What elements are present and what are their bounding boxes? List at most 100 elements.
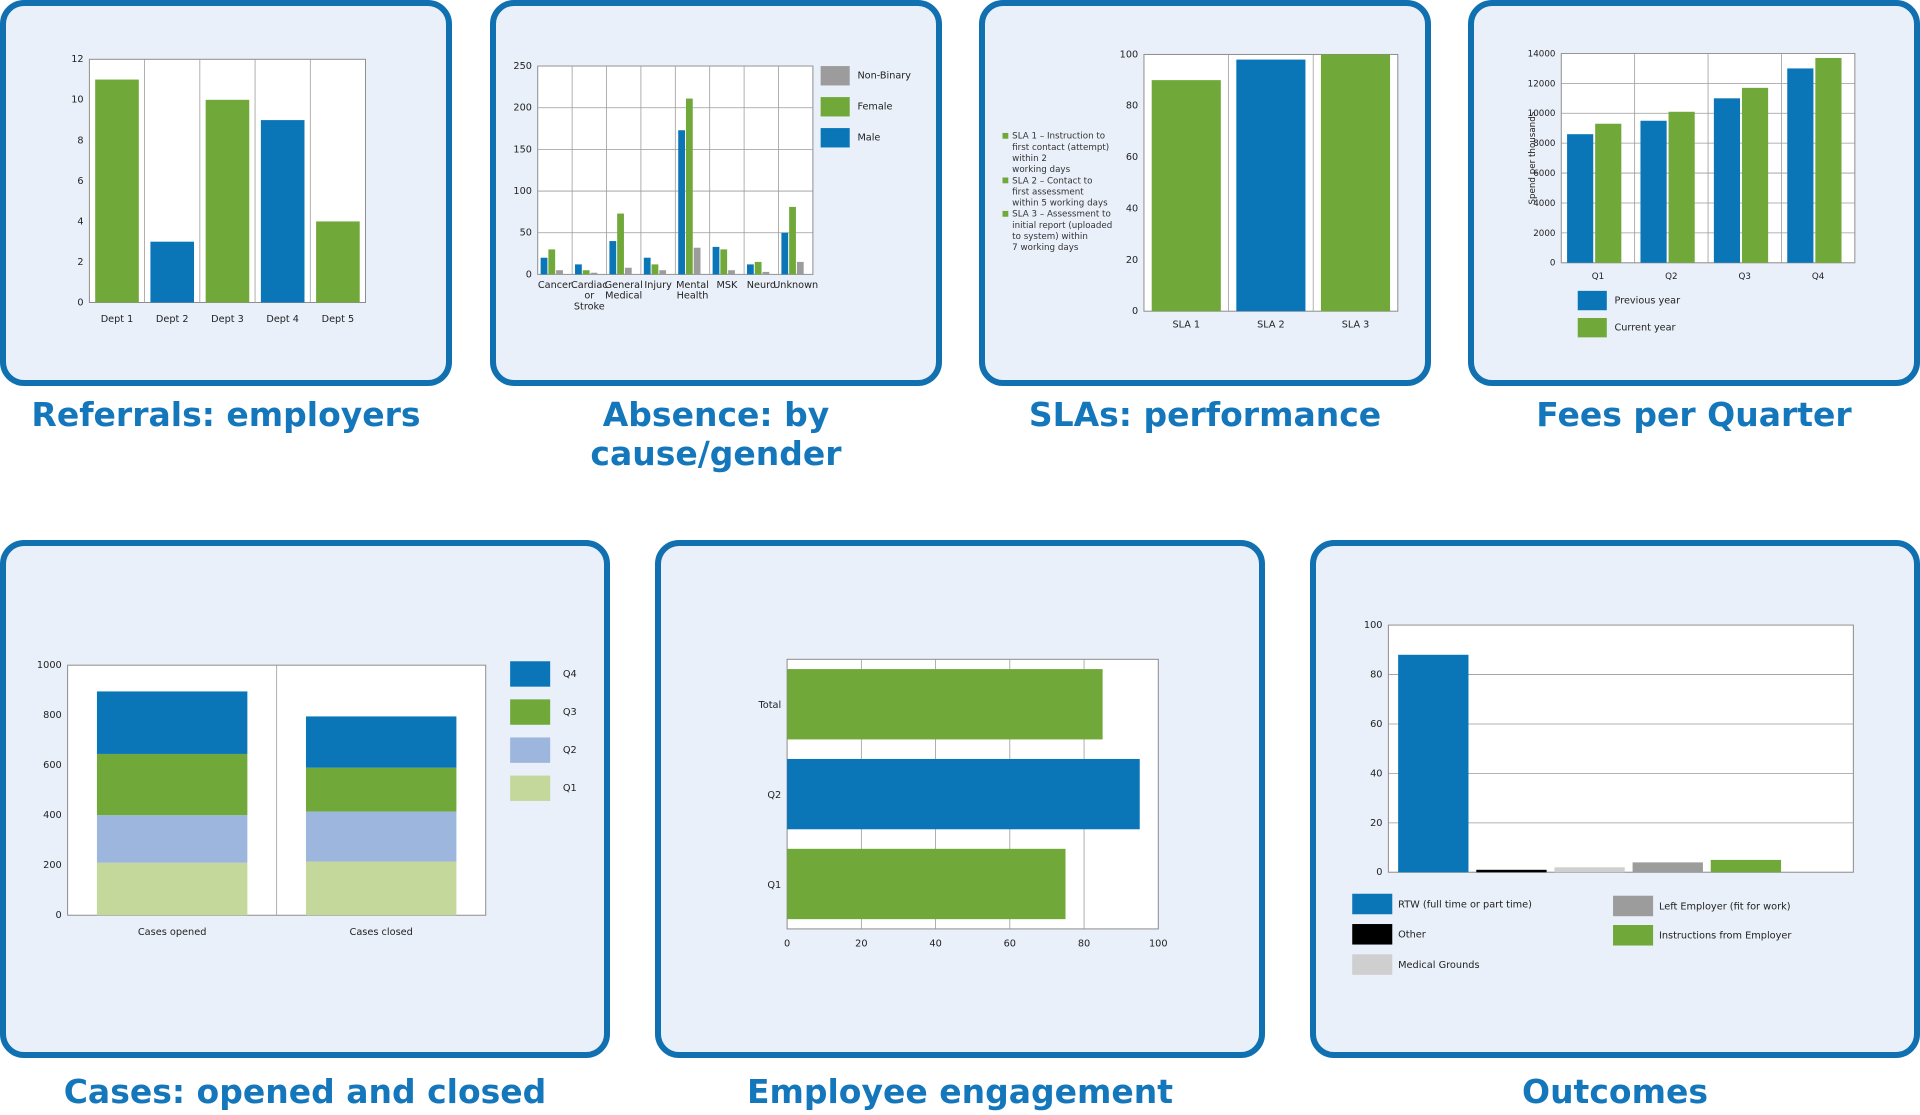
x-tick-label: General [605, 280, 643, 291]
y-tick-label: 200 [513, 103, 531, 114]
cases-caption: Cases: opened and closed [63, 1072, 547, 1111]
bar-female [548, 249, 556, 275]
outcomes-chart: 0 20 40 60 80 100 RTW (full time or part time)… [1352, 620, 1854, 975]
absence-panel: 0 50 100 150 200 250 Cancer Cardiac or Stroke Gene… [490, 0, 942, 386]
bar-segment-q2 [96, 815, 248, 863]
x-tick-label: Mental [676, 280, 709, 291]
bar-male [781, 232, 789, 275]
bar-male [609, 241, 617, 275]
x-tick-label: 100 [1149, 939, 1168, 950]
y-tick-label: 800 [43, 710, 62, 721]
legend-swatch [510, 661, 551, 687]
legend-label: Other [1398, 930, 1427, 941]
y-tick-label: 50 [520, 228, 532, 239]
y-tick-label: 0 [1132, 306, 1138, 317]
bar-segment-q3 [305, 767, 457, 812]
bar [1710, 859, 1782, 873]
x-tick-label: Q2 [1665, 272, 1677, 282]
legend-label: within 2 [1012, 154, 1047, 164]
x-tick-label: Q1 [1592, 272, 1604, 282]
y-tick-label: 12000 [1528, 79, 1556, 89]
legend-label: SLA 2 – Contact to [1012, 176, 1092, 186]
y-tick-label: 0 [77, 297, 83, 308]
legend-swatch [1577, 317, 1607, 338]
bar [1320, 54, 1391, 312]
bar-segment-q1 [96, 862, 248, 916]
y-tick-label: Total [757, 700, 781, 711]
bar [1554, 867, 1625, 873]
bar-female [617, 213, 624, 275]
x-tick-label: Dept 5 [322, 314, 355, 325]
engagement-caption: Employee engagement [746, 1072, 1174, 1111]
absence-caption: Absence: by cause/gender [590, 395, 842, 473]
y-tick-label: 40 [1370, 768, 1382, 779]
x-tick-label: Cases opened [138, 927, 207, 938]
bar-non-binary [796, 261, 804, 275]
bar-previous [1787, 68, 1814, 263]
bar [1476, 869, 1547, 873]
y-tick-label: 100 [1120, 49, 1138, 60]
x-tick-label: Dept 1 [101, 314, 134, 325]
legend-label: Non-Binary [857, 71, 911, 82]
bar [95, 79, 139, 303]
legend-label: 7 working days [1012, 243, 1079, 253]
bar-female [720, 249, 728, 275]
y-tick-label: 2000 [1533, 229, 1555, 239]
x-tick-label: Dept 3 [211, 314, 244, 325]
bar [787, 669, 1103, 740]
bar [787, 848, 1066, 920]
y-tick-label: 6 [77, 176, 83, 187]
legend-label: first contact (attempt) [1012, 143, 1109, 153]
x-tick-label: SLA 1 [1172, 320, 1200, 331]
bar-non-binary [659, 270, 667, 275]
legend-swatch [820, 128, 850, 148]
x-tick-label: Neuro [747, 280, 776, 291]
y-tick-label: 80 [1126, 101, 1138, 112]
x-tick-label: Dept 4 [266, 314, 299, 325]
y-tick-label: 6000 [1533, 169, 1555, 179]
y-tick-label: Q1 [767, 880, 781, 891]
cases-chart: 0 200 400 600 800 1000 Cases opened Cases close… [37, 660, 577, 938]
x-tick-label: Q4 [1812, 272, 1825, 282]
x-tick-label: Cases closed [350, 927, 413, 938]
bar [150, 241, 195, 303]
bar [1398, 654, 1469, 873]
x-tick-label: MSK [716, 280, 737, 291]
bar-previous [1713, 98, 1741, 263]
y-tick-label: 4 [77, 216, 83, 227]
legend-swatch [1352, 893, 1393, 915]
legend-label: working days [1012, 165, 1070, 175]
x-tick-label: Medical [605, 291, 642, 302]
legend-label: Q2 [563, 745, 577, 756]
legend-swatch [820, 66, 850, 86]
x-tick-label: Cancer [538, 280, 572, 291]
engagement-chart: 0 20 40 60 80 100 Total Q2 Q1 [757, 658, 1168, 950]
x-tick-label: 80 [1078, 939, 1090, 950]
legend-swatch [820, 97, 850, 117]
legend-swatch [1613, 895, 1654, 917]
y-tick-label: 150 [513, 144, 531, 155]
bar-male [643, 257, 651, 275]
y-tick-label: 8000 [1533, 139, 1555, 149]
y-tick-label: 0 [526, 269, 532, 280]
bar-non-binary [556, 270, 563, 275]
fees-chart: 0 2000 4000 6000 8000 10000 12000 14000 Q1 Q2 Q3 Q4… [1528, 49, 1856, 338]
legend-swatch [1352, 924, 1393, 945]
engagement-panel: 0 20 40 60 80 100 Total Q2 Q1 [655, 540, 1265, 1058]
y-tick-label: 10000 [1528, 109, 1556, 119]
y-tick-label: 250 [513, 61, 531, 72]
legend-label: Previous year [1615, 295, 1681, 306]
y-tick-label: 100 [1364, 620, 1383, 631]
cases-panel: 0 200 400 600 800 1000 Cases opened Cases close… [0, 540, 610, 1058]
bar [1151, 80, 1221, 312]
legend-label: within 5 working days [1012, 199, 1108, 209]
y-tick-label: 60 [1370, 719, 1382, 730]
bar-non-binary [693, 247, 701, 275]
x-tick-label: 40 [929, 939, 941, 950]
x-tick-label: Health [677, 291, 709, 302]
legend-label: initial report (uploaded [1012, 221, 1112, 231]
legend-label: Instructions from Employer [1659, 931, 1792, 942]
legend-label: Q1 [563, 783, 577, 794]
bar-non-binary [590, 272, 598, 275]
bar-current [1741, 87, 1769, 263]
